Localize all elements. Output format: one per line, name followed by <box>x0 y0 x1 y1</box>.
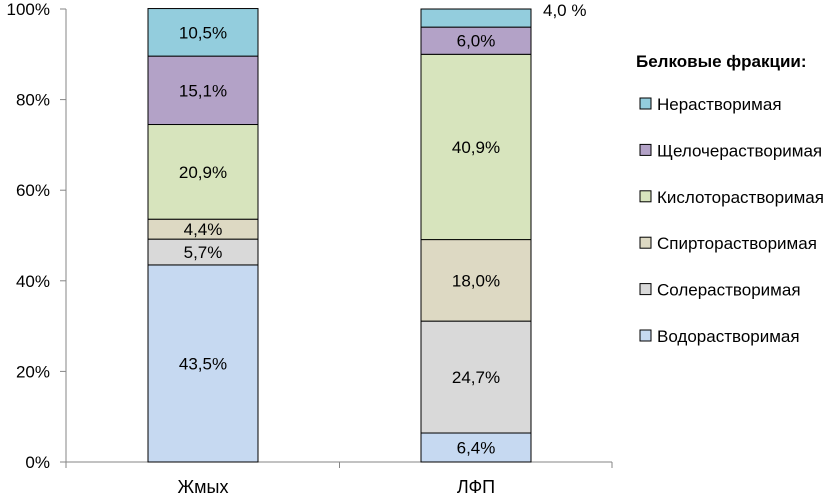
bars <box>147 8 532 463</box>
bar-segment <box>147 238 259 266</box>
bar-segment <box>147 264 259 463</box>
y-tick-label: 80% <box>16 91 50 110</box>
data-label: 4,4% <box>184 220 223 239</box>
y-tick-label: 40% <box>16 272 50 291</box>
bar-segment <box>420 53 532 241</box>
legend-item-label: Кислоторастворимая <box>657 188 824 207</box>
y-tick-label: 60% <box>16 181 50 200</box>
legend-title: Белковые фракции: <box>636 52 807 71</box>
bar-segment <box>420 239 532 322</box>
data-label: 5,7% <box>184 243 223 262</box>
bar-segment <box>420 8 532 28</box>
y-tick-label: 20% <box>16 362 50 381</box>
data-label: 18,0% <box>452 271 500 290</box>
legend-item-label: Щелочерастворимая <box>657 141 822 160</box>
bar-segment <box>147 124 259 220</box>
data-label: 43,5% <box>179 354 227 373</box>
bar-segment <box>420 432 532 463</box>
x-category-label: Жмых <box>178 477 229 497</box>
data-label: 6,0% <box>457 32 496 51</box>
x-category-label: ЛФП <box>457 477 495 497</box>
legend-swatch <box>639 190 652 203</box>
legend-swatch <box>639 329 652 342</box>
bar-segment <box>147 8 259 57</box>
axes: 0% 20% 40% 60% 80% 100% Жмых ЛФП <box>7 0 613 497</box>
legend-swatch <box>639 236 652 249</box>
legend: Белковые фракции: Нерастворимая Щелочераст… <box>636 52 824 346</box>
legend-item-label: Водорастворимая <box>657 327 800 346</box>
data-label: 20,9% <box>179 163 227 182</box>
y-tick-label: 0% <box>25 453 50 472</box>
data-labels: 43,5% 5,7% 4,4% 20,9% 15,1% 10,5% 6,4% 24,7% 18,… <box>179 1 587 457</box>
data-label: 10,5% <box>179 23 227 42</box>
data-label: 6,4% <box>457 439 496 458</box>
data-label: 24,7% <box>452 368 500 387</box>
bar-segment <box>420 320 532 434</box>
data-label: 15,1% <box>179 81 227 100</box>
legend-swatch <box>639 97 652 110</box>
legend-item-label: Солерастворимая <box>657 281 801 300</box>
legend-swatch <box>639 143 652 156</box>
y-tick-label: 100% <box>7 0 50 19</box>
legend-item-label: Спирторастворимая <box>657 234 817 253</box>
data-label: 4,0 % <box>543 1 586 20</box>
legend-swatch <box>639 283 652 296</box>
bar-segment <box>147 55 259 126</box>
legend-item-label: Нерастворимая <box>657 95 782 114</box>
data-label: 40,9% <box>452 138 500 157</box>
